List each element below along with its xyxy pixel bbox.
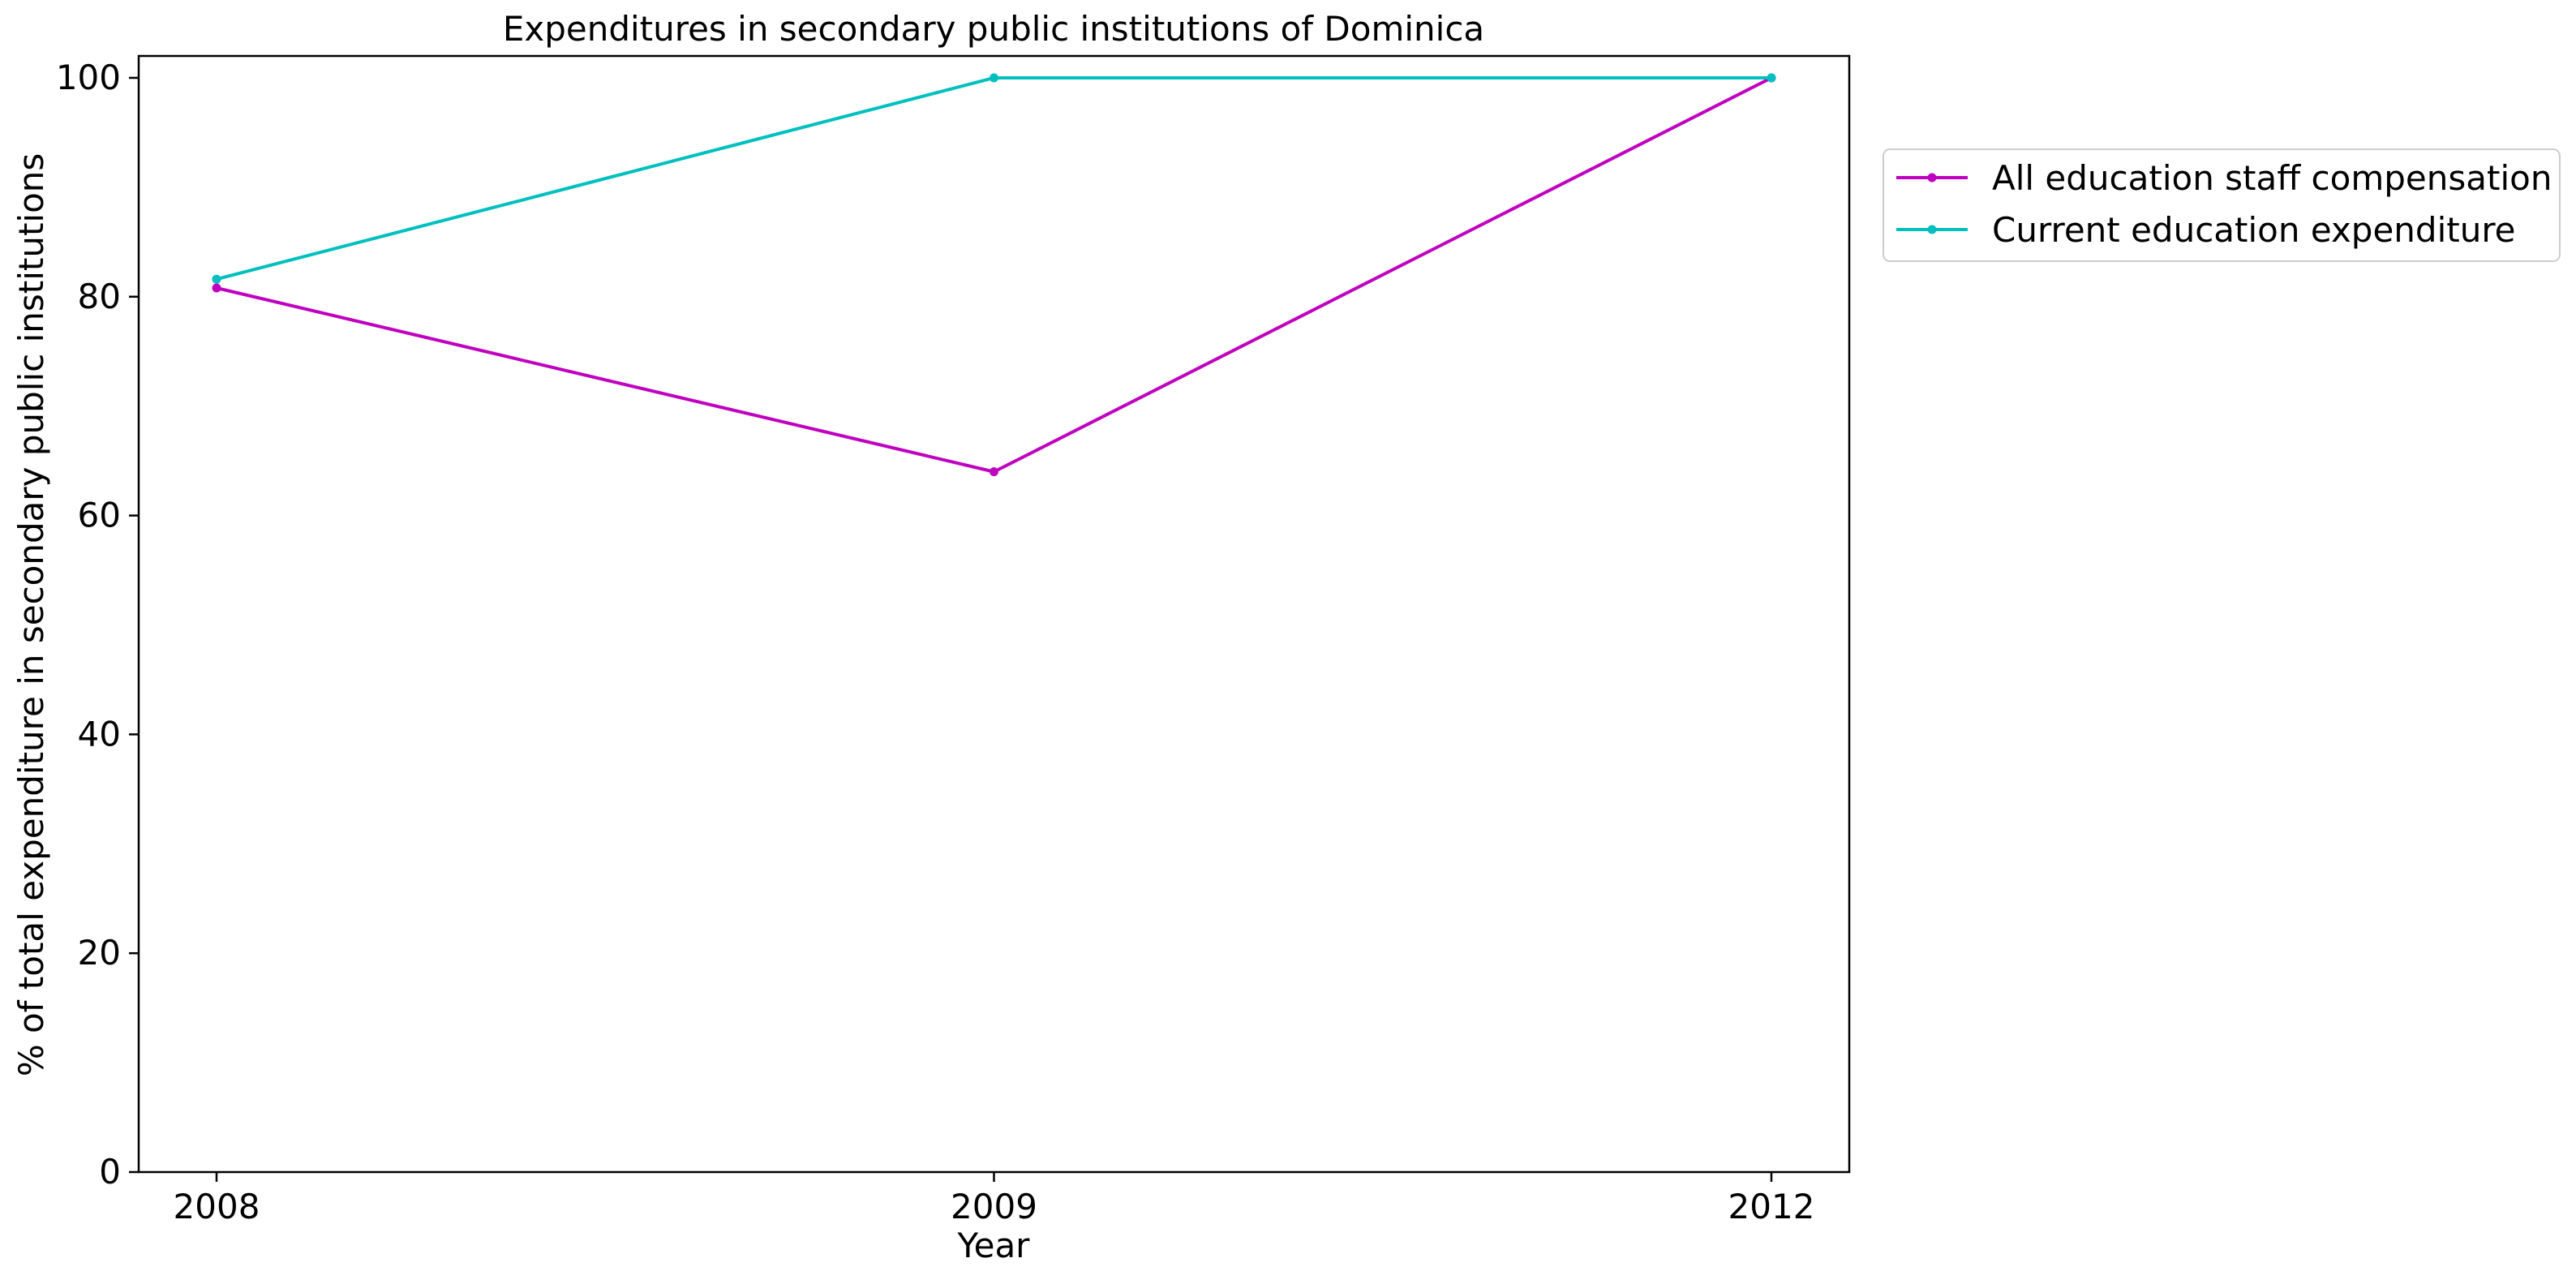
y-tick-label: 0 (99, 1152, 121, 1192)
x-tick-label: 2012 (1728, 1187, 1815, 1226)
x-tick-label: 2009 (951, 1187, 1037, 1226)
legend-item: Current education expenditure (1896, 210, 2516, 250)
legend-marker (1927, 225, 1937, 234)
y-tick-label: 60 (78, 496, 121, 535)
x-axis-ticks: 2008 2009 2012 (174, 1172, 1815, 1226)
y-axis-ticks: 0 20 40 60 80 100 (56, 58, 139, 1192)
y-tick-label: 40 (78, 714, 121, 754)
y-tick-label: 100 (56, 58, 121, 97)
chart-title: Expenditures in secondary public institu… (503, 9, 1484, 49)
data-point (990, 73, 998, 83)
data-point (990, 467, 998, 477)
x-axis-label: Year (957, 1226, 1031, 1265)
legend-item: All education staff compensation (1896, 158, 2552, 198)
data-point (212, 274, 221, 284)
data-point (1767, 73, 1776, 83)
x-tick-label: 2008 (174, 1187, 260, 1226)
data-point (212, 283, 221, 293)
series-layer (212, 73, 1776, 477)
legend-label: Current education expenditure (1992, 210, 2516, 250)
legend-label: All education staff compensation (1992, 158, 2552, 198)
legend-frame (1883, 148, 2561, 262)
y-tick-label: 20 (78, 933, 121, 973)
series-2 (212, 73, 1776, 284)
legend-marker (1927, 173, 1937, 183)
y-tick-label: 80 (78, 277, 121, 316)
legend: All education staff compensation Current … (1883, 148, 2561, 262)
y-axis-label: % of total expenditure in secondary publ… (11, 153, 51, 1077)
